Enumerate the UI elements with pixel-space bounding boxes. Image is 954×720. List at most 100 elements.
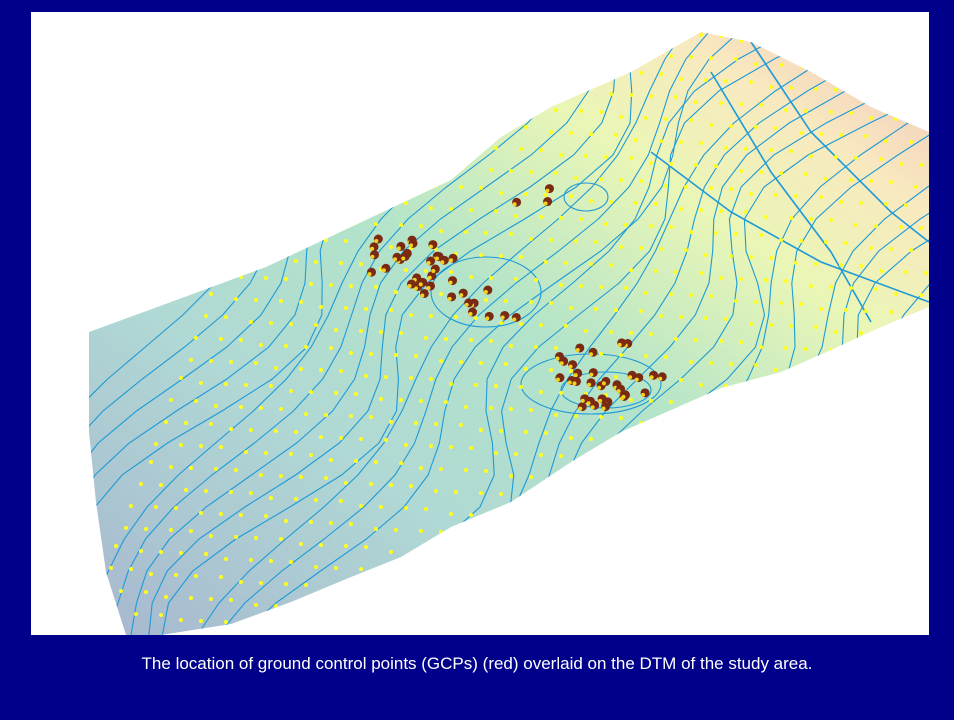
survey-point [559, 41, 563, 45]
survey-point [264, 514, 268, 518]
survey-point [534, 107, 538, 111]
survey-point [904, 203, 908, 207]
survey-point [279, 236, 283, 240]
survey-point [899, 463, 903, 467]
survey-point [629, 398, 633, 402]
survey-point [209, 534, 213, 538]
survey-point [454, 490, 458, 494]
survey-point [309, 152, 313, 156]
survey-point [749, 192, 753, 196]
survey-point [459, 122, 463, 126]
gcp-marker [586, 378, 596, 388]
survey-point [429, 552, 433, 556]
survey-point [494, 451, 498, 455]
survey-point [234, 230, 238, 234]
survey-point [274, 191, 278, 195]
survey-point [439, 229, 443, 233]
survey-point [674, 575, 678, 579]
survey-point [354, 459, 358, 463]
survey-point [694, 401, 698, 405]
survey-point [509, 407, 513, 411]
survey-point [219, 512, 223, 516]
survey-point [629, 26, 633, 30]
survey-point [279, 169, 283, 173]
survey-point [369, 415, 373, 419]
survey-point [644, 291, 648, 295]
survey-point [819, 132, 823, 136]
survey-point [549, 63, 553, 67]
survey-point [524, 125, 528, 129]
survey-point [769, 148, 773, 152]
survey-point [704, 253, 708, 257]
survey-point [769, 256, 773, 260]
survey-point [719, 276, 723, 280]
survey-point [499, 254, 503, 258]
survey-point [599, 177, 603, 181]
gcp-marker [575, 343, 585, 353]
survey-point [579, 284, 583, 288]
survey-point [349, 46, 353, 50]
survey-point [309, 215, 313, 219]
survey-point [599, 47, 603, 51]
survey-point [709, 536, 713, 540]
survey-point [719, 34, 723, 38]
survey-point [739, 277, 743, 281]
survey-point [199, 381, 203, 385]
survey-point [564, 499, 568, 503]
survey-point [519, 17, 523, 21]
survey-point [784, 108, 788, 112]
dtm-surface [89, 32, 929, 635]
survey-point [789, 454, 793, 458]
survey-point [739, 169, 743, 173]
survey-point [224, 315, 228, 319]
survey-point [464, 405, 468, 409]
survey-point [729, 600, 733, 604]
survey-point [409, 138, 413, 142]
survey-point [659, 247, 663, 251]
survey-point [224, 557, 228, 561]
survey-point [454, 553, 458, 557]
survey-point [719, 514, 723, 518]
survey-point [444, 400, 448, 404]
survey-point [389, 420, 393, 424]
survey-point [739, 515, 743, 519]
gcp-marker [448, 276, 458, 286]
survey-point [819, 545, 823, 549]
survey-point [334, 391, 338, 395]
survey-point [594, 240, 598, 244]
survey-point [364, 307, 368, 311]
survey-point [209, 359, 213, 363]
survey-point [274, 429, 278, 433]
survey-point [154, 442, 158, 446]
survey-point [769, 561, 773, 565]
survey-point [749, 493, 753, 497]
survey-point [184, 421, 188, 425]
survey-point [689, 230, 693, 234]
survey-point [404, 268, 408, 272]
survey-point [869, 116, 873, 120]
survey-point [464, 468, 468, 472]
survey-point [349, 284, 353, 288]
survey-point [219, 575, 223, 579]
survey-point [649, 332, 653, 336]
survey-point [584, 630, 588, 634]
survey-point [819, 307, 823, 311]
survey-point [799, 302, 803, 306]
survey-point [564, 261, 568, 265]
survey-point [709, 599, 713, 603]
survey-point [314, 498, 318, 502]
survey-point [99, 588, 103, 592]
survey-point [244, 621, 248, 625]
gcp-marker [366, 267, 376, 277]
survey-point [294, 497, 298, 501]
survey-point [314, 85, 318, 89]
survey-point [114, 611, 118, 615]
contour-line [130, 32, 615, 635]
survey-point [889, 552, 893, 556]
survey-point [299, 129, 303, 133]
survey-point [919, 226, 923, 230]
gcp-marker [616, 384, 626, 394]
survey-point [779, 409, 783, 413]
survey-point [924, 96, 928, 100]
survey-point [789, 391, 793, 395]
